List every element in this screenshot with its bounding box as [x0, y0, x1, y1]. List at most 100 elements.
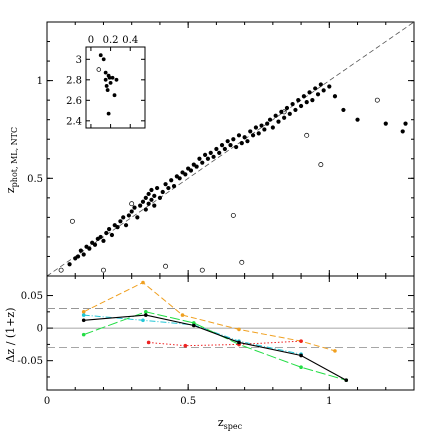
main-open-point: [374, 97, 380, 103]
residual-point-red: [183, 343, 188, 348]
residual-point-cyan: [141, 318, 145, 323]
residual-point-green: [299, 365, 303, 370]
main-filled-point: [205, 156, 211, 161]
residual-series-line-green: [83, 311, 347, 381]
residual-series-line-red: [148, 340, 302, 347]
inset-filled-point: [112, 93, 117, 98]
main-filled-point: [259, 123, 264, 128]
residual-x-tick-label: 0.5: [180, 396, 196, 407]
residual-point-black_line: [237, 340, 241, 345]
main-filled-point: [208, 150, 213, 156]
main-filled-point: [307, 90, 312, 95]
main-filled-point: [298, 103, 304, 109]
main-filled-point: [188, 168, 194, 173]
residual-point-orange: [237, 327, 241, 332]
residual-point-black_line: [81, 318, 86, 323]
main-filled-point: [400, 129, 405, 134]
main-filled-point: [282, 115, 287, 120]
inset-y-tick-label: 2.6: [66, 96, 82, 107]
main-filled-point: [146, 201, 151, 206]
main-open-point: [281, 109, 287, 115]
main-filled-point: [183, 172, 188, 177]
main-filled-point: [383, 121, 388, 126]
inset-y-tick-label: 2.4: [66, 116, 82, 127]
main-filled-point: [296, 98, 301, 103]
main-filled-point: [200, 160, 205, 165]
residual-point-cyan: [81, 313, 86, 317]
main-filled-point: [222, 146, 227, 152]
main-filled-point: [287, 111, 292, 116]
inset-y-tick-label: 2.8: [66, 75, 82, 86]
main-open-point: [239, 259, 245, 265]
inset-open-point: [96, 67, 102, 72]
main-filled-point: [104, 230, 109, 236]
main-filled-point: [253, 125, 259, 130]
main-filled-point: [290, 101, 295, 107]
main-filled-point: [109, 232, 115, 238]
main-filled-point: [87, 246, 92, 251]
inset-filled-point: [107, 75, 112, 80]
residual-point-black_line: [144, 313, 148, 317]
main-filled-point: [171, 184, 177, 189]
main-filled-point: [318, 82, 323, 87]
main-open-point: [318, 162, 324, 168]
residual-y-tick-label: -0.05: [17, 356, 43, 367]
main-filled-point: [163, 182, 168, 187]
x-axis-title: zspec: [218, 416, 243, 431]
residual-point-black_line: [299, 353, 303, 358]
main-filled-point: [231, 137, 236, 142]
main-open-point: [230, 212, 236, 218]
residual-point-green: [81, 332, 86, 337]
residual-point-green: [192, 321, 196, 325]
main-filled-point: [327, 84, 332, 89]
main-filled-point: [267, 117, 273, 122]
y-axis-title-main-text: z: [4, 187, 17, 193]
main-filled-point: [143, 207, 148, 212]
main-filled-point: [92, 242, 98, 247]
inset-filled-point: [110, 75, 115, 80]
main-filled-point: [121, 215, 126, 220]
main-filled-point: [284, 105, 290, 111]
x-axis-title-sub: spec: [224, 422, 243, 431]
residual-series-line-orange: [83, 281, 336, 352]
main-filled-point: [149, 187, 154, 193]
inset-plot-frame: [85, 46, 146, 129]
main-scatter-panel: 0.51: [27, 21, 415, 277]
residual-point-black_line: [344, 378, 349, 383]
main-filled-point: [245, 139, 250, 144]
inset-filled-point: [98, 53, 103, 58]
main-filled-point: [177, 176, 182, 181]
inset-filled-point: [114, 77, 119, 82]
inset-filled-point: [104, 84, 109, 88]
y-axis-title-main-sub: phot, ML, NTC: [10, 127, 19, 187]
main-filled-point: [157, 195, 163, 200]
x-axis-title-main: z: [218, 416, 224, 429]
y-axis-title-residual: Δz / (1+z): [4, 307, 17, 362]
main-filled-point: [225, 139, 230, 144]
main-filled-point: [160, 189, 165, 195]
main-filled-point: [202, 152, 208, 157]
main-filled-point: [140, 199, 146, 204]
main-open-point: [101, 267, 106, 273]
main-filled-point: [313, 86, 318, 91]
y-axis-title-main: zphot, ML, NTC: [4, 127, 19, 193]
residual-series-line-black_line: [83, 314, 347, 381]
inset-filled-point: [105, 88, 110, 92]
inset-x-tick-label: 0.4: [122, 35, 138, 46]
main-filled-point: [301, 94, 306, 99]
main-filled-point: [118, 219, 123, 224]
main-filled-point: [332, 94, 338, 99]
main-filled-point: [169, 178, 174, 183]
main-filled-point: [143, 195, 148, 200]
residual-point-orange: [81, 310, 86, 314]
inset-filled-point: [101, 57, 106, 62]
main-filled-point: [152, 193, 157, 198]
main-filled-point: [355, 117, 360, 122]
inset-scatter-panel: 0 0.2 0.4 2.4 2.6 2.8 3: [66, 35, 146, 129]
residual-panel: 0 0.5 1 -0.05 0 0.05: [17, 275, 415, 407]
main-filled-point: [236, 133, 242, 138]
main-filled-point: [78, 248, 83, 253]
main-filled-point: [129, 209, 134, 214]
main-filled-point: [81, 252, 86, 257]
inset-x-tick-label: 0.2: [103, 35, 119, 46]
